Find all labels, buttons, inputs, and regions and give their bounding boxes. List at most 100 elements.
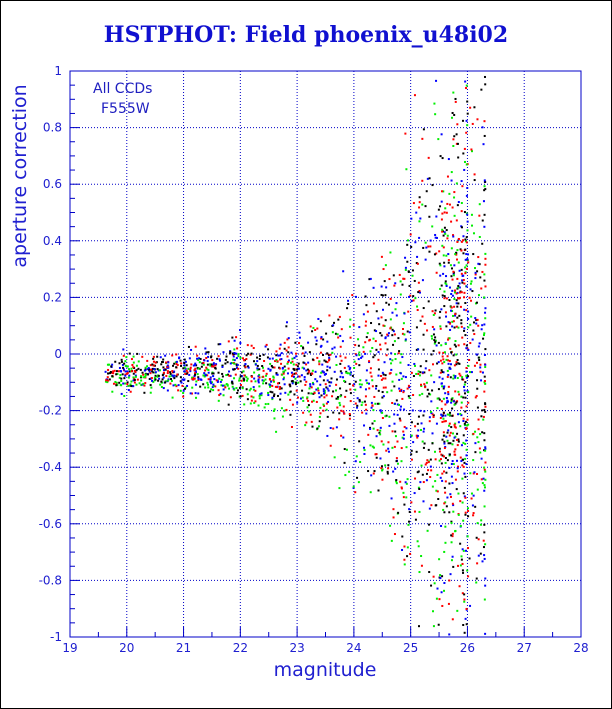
- data-point: [348, 413, 351, 416]
- data-point: [213, 378, 216, 381]
- data-point: [441, 420, 444, 423]
- data-point: [322, 379, 325, 382]
- data-point: [467, 575, 470, 578]
- data-point: [435, 489, 438, 492]
- data-point: [398, 273, 401, 276]
- data-point: [446, 369, 449, 372]
- data-point: [322, 388, 325, 391]
- data-point: [396, 462, 399, 465]
- data-point: [460, 268, 463, 271]
- data-point: [466, 418, 469, 421]
- data-point: [389, 297, 392, 300]
- data-point: [381, 468, 384, 471]
- data-point: [162, 387, 165, 390]
- data-point: [428, 416, 431, 419]
- data-point: [483, 273, 486, 276]
- data-point: [142, 376, 145, 379]
- data-point: [276, 382, 279, 385]
- data-point: [286, 338, 289, 341]
- data-point: [169, 371, 172, 374]
- data-point: [465, 427, 468, 430]
- data-point: [316, 356, 319, 359]
- data-point: [303, 376, 306, 379]
- data-point: [194, 383, 197, 386]
- data-point: [372, 356, 375, 359]
- data-point: [483, 323, 486, 326]
- data-point: [120, 392, 123, 395]
- data-point: [287, 337, 290, 340]
- data-point: [464, 248, 467, 251]
- data-point: [463, 383, 466, 386]
- data-point: [430, 400, 433, 403]
- data-point: [384, 415, 387, 418]
- data-point: [349, 373, 352, 376]
- data-point: [370, 401, 373, 404]
- data-point: [312, 383, 315, 386]
- data-point: [332, 411, 335, 414]
- data-point: [237, 367, 240, 370]
- data-point: [479, 276, 482, 279]
- data-point: [191, 376, 194, 379]
- data-point: [197, 367, 200, 370]
- data-point: [209, 378, 212, 381]
- data-point: [475, 394, 478, 397]
- data-point: [126, 371, 129, 374]
- data-point: [187, 345, 190, 348]
- data-point: [420, 429, 423, 432]
- data-point: [414, 241, 417, 244]
- data-point: [476, 270, 479, 273]
- data-point: [395, 480, 398, 483]
- data-point: [230, 361, 233, 364]
- data-point: [432, 333, 435, 336]
- data-point: [381, 411, 384, 414]
- data-point: [316, 327, 319, 330]
- data-point: [280, 407, 283, 410]
- data-point: [434, 339, 437, 342]
- data-point: [465, 264, 468, 267]
- data-point: [217, 343, 220, 346]
- data-point: [314, 370, 317, 373]
- data-point: [428, 177, 431, 180]
- data-point: [393, 422, 396, 425]
- data-point: [427, 448, 430, 451]
- data-point: [309, 413, 312, 416]
- data-point: [148, 378, 151, 381]
- data-point: [380, 285, 383, 288]
- data-point: [334, 332, 337, 335]
- data-point: [389, 251, 392, 254]
- data-point: [473, 106, 476, 109]
- data-point: [246, 377, 249, 380]
- data-point: [410, 300, 413, 303]
- data-point: [443, 351, 446, 354]
- data-point: [307, 341, 310, 344]
- data-point: [452, 463, 455, 466]
- axis-ticks: [69, 70, 582, 638]
- data-point: [441, 230, 444, 233]
- data-point: [150, 377, 153, 380]
- data-point: [229, 374, 232, 377]
- data-point: [308, 351, 311, 354]
- data-point: [450, 521, 453, 524]
- data-point: [435, 215, 438, 218]
- data-point: [441, 385, 444, 388]
- data-point: [455, 299, 458, 302]
- data-point: [258, 385, 261, 388]
- data-point: [482, 546, 485, 549]
- data-point: [326, 434, 329, 437]
- data-point: [431, 310, 434, 313]
- data-point: [315, 343, 318, 346]
- data-point: [453, 214, 456, 217]
- data-point: [432, 414, 435, 417]
- data-point: [449, 328, 452, 331]
- data-point: [465, 212, 468, 215]
- data-point: [457, 302, 460, 305]
- data-point: [437, 341, 440, 344]
- data-point: [483, 279, 486, 282]
- data-point: [369, 427, 372, 430]
- data-point: [282, 372, 285, 375]
- data-point: [452, 320, 455, 323]
- data-point: [444, 232, 447, 235]
- data-point: [438, 398, 441, 401]
- data-point: [375, 456, 378, 459]
- data-point: [461, 336, 464, 339]
